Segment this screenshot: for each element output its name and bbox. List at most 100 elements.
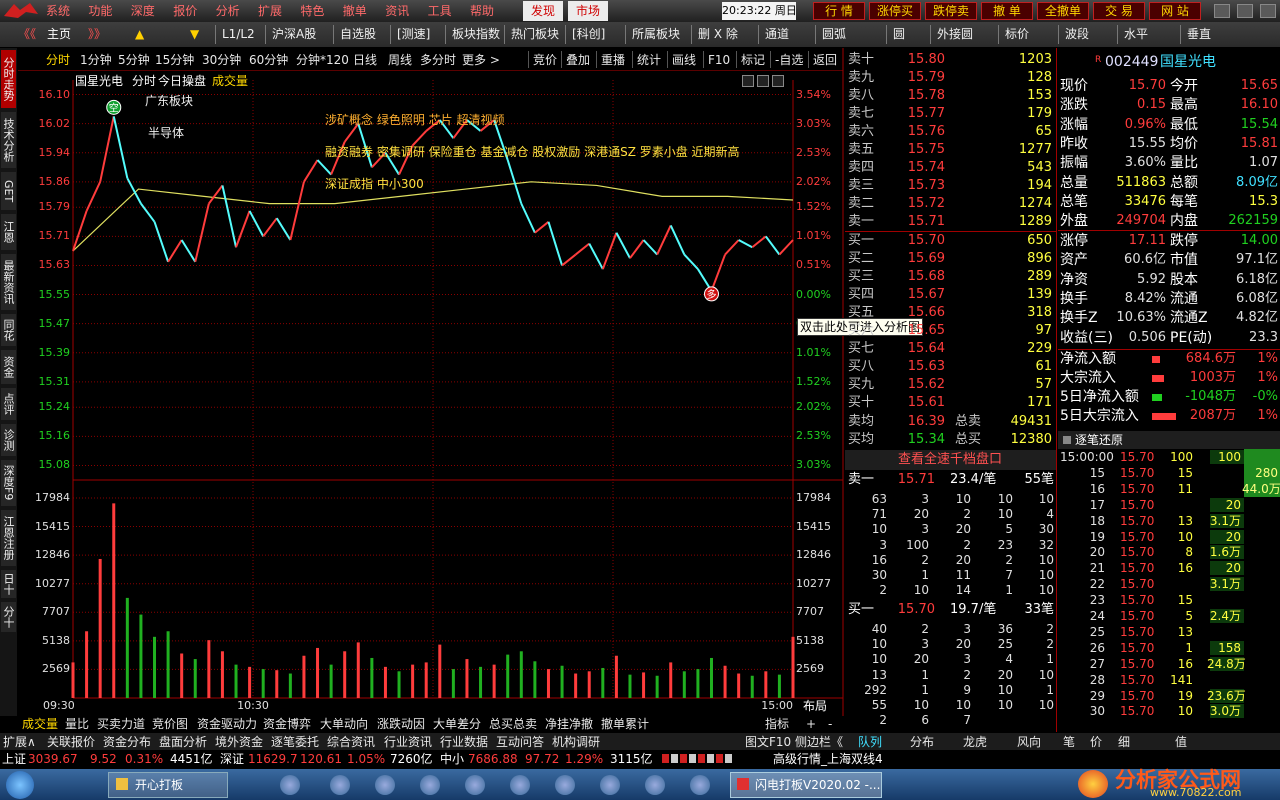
- nav-button[interactable]: ▲: [135, 27, 145, 41]
- panel-tab[interactable]: 价: [1090, 735, 1103, 749]
- toolbar-item[interactable]: 自选股: [340, 27, 377, 41]
- indicator-tool[interactable]: +: [806, 717, 817, 731]
- info-tab[interactable]: 资金分布: [103, 735, 152, 749]
- toolbar-item[interactable]: 垂直: [1187, 27, 1212, 41]
- chart-tool[interactable]: 返回: [813, 53, 838, 67]
- panel-tab[interactable]: 细: [1118, 735, 1131, 749]
- toolbar-item[interactable]: 热门板块: [511, 27, 560, 41]
- indicator-tab[interactable]: 大单动向: [320, 717, 369, 731]
- menu-tab[interactable]: 市场: [575, 4, 600, 18]
- side-tab[interactable]: 日十: [1, 570, 16, 598]
- info-tab[interactable]: 图文F10: [745, 735, 792, 749]
- indicator-tab[interactable]: 资金博弈: [263, 717, 312, 731]
- indicator-tab[interactable]: 大单差分: [433, 717, 482, 731]
- info-tab[interactable]: 关联报价: [47, 735, 96, 749]
- menu-item[interactable]: 帮助: [470, 4, 495, 18]
- toolbar-item[interactable]: 圆: [893, 27, 906, 41]
- toolbar-item[interactable]: [科创]: [572, 27, 606, 41]
- side-tab[interactable]: 江恩: [1, 214, 16, 250]
- trade-button[interactable]: 涨停买: [876, 4, 913, 18]
- toolbar-item[interactable]: 沪深A股: [272, 27, 317, 41]
- indicator-tab[interactable]: 撤单累计: [601, 717, 650, 731]
- period-tab[interactable]: 分时: [46, 53, 71, 67]
- side-tab[interactable]: 最新资讯: [1, 254, 16, 310]
- panel-tab[interactable]: 龙虎: [963, 735, 988, 749]
- panel-tab[interactable]: 笔: [1063, 735, 1076, 749]
- side-tab[interactable]: 江恩注册: [1, 510, 16, 566]
- side-tab[interactable]: 技术分析: [1, 112, 16, 168]
- indicator-tool[interactable]: 指标: [765, 717, 790, 731]
- trade-button[interactable]: 网 站: [1161, 4, 1189, 18]
- trade-button[interactable]: 交 易: [1105, 4, 1133, 18]
- info-tab[interactable]: 行业数据: [440, 735, 489, 749]
- panel-tab[interactable]: 值: [1175, 735, 1188, 749]
- toolbar-item[interactable]: [测速]: [397, 27, 431, 41]
- info-tab[interactable]: 综合资讯: [327, 735, 376, 749]
- toolbar-item[interactable]: 标价: [1005, 27, 1030, 41]
- side-tab[interactable]: 分时走势: [1, 50, 16, 108]
- toolbar-item[interactable]: 波段: [1065, 27, 1090, 41]
- toolbar-item[interactable]: L1/L2: [222, 27, 255, 41]
- trade-button[interactable]: 撤 单: [993, 4, 1021, 18]
- layout-button[interactable]: 布局: [803, 699, 828, 713]
- menu-item[interactable]: 工具: [427, 4, 452, 18]
- indicator-tab[interactable]: 量比: [65, 717, 90, 731]
- chart-tool[interactable]: 竞价: [533, 53, 558, 67]
- indicator-tab[interactable]: 净挂净撤: [545, 717, 594, 731]
- side-tab[interactable]: 深度F9: [1, 460, 16, 506]
- period-tab[interactable]: 更多 >: [462, 53, 500, 67]
- task-label[interactable]: 开心打板: [135, 778, 184, 792]
- period-tab[interactable]: 15分钟: [155, 53, 195, 67]
- toolbar-item[interactable]: 删 X 除: [698, 27, 738, 41]
- menu-item[interactable]: 分析: [215, 4, 240, 18]
- period-tab[interactable]: 5分钟: [118, 53, 150, 67]
- period-tab[interactable]: 周线: [388, 53, 413, 67]
- indicator-tab[interactable]: 资金驱动力: [197, 717, 258, 731]
- info-tab[interactable]: 盘面分析: [159, 735, 208, 749]
- nav-button[interactable]: ▼: [190, 27, 200, 41]
- indicator-tab[interactable]: 涨跌动因: [377, 717, 426, 731]
- chart-tool[interactable]: 标记: [741, 53, 766, 67]
- toolbar-item[interactable]: 圆弧: [822, 27, 847, 41]
- indicator-tab[interactable]: 总买总卖: [489, 717, 538, 731]
- menu-item[interactable]: 资讯: [385, 4, 410, 18]
- period-tab[interactable]: 30分钟: [202, 53, 242, 67]
- nav-button[interactable]: 》》: [88, 27, 107, 41]
- side-tab[interactable]: 分十: [1, 602, 16, 632]
- period-tab[interactable]: 日线: [353, 53, 378, 67]
- info-tab[interactable]: 机构调研: [552, 735, 601, 749]
- task-label[interactable]: 闪电打板V2020.02 -...: [755, 778, 881, 792]
- menu-item[interactable]: 功能: [88, 4, 113, 18]
- side-tab[interactable]: 同花: [1, 314, 16, 346]
- menu-tab[interactable]: 发现: [530, 4, 555, 18]
- chart-tool[interactable]: 画线: [672, 53, 697, 67]
- side-tab[interactable]: 资金: [1, 350, 16, 384]
- period-tab[interactable]: 分钟*120: [296, 53, 349, 67]
- info-tab[interactable]: 扩展∧: [3, 735, 36, 749]
- chart-tool[interactable]: -自选: [775, 53, 804, 67]
- toolbar-item[interactable]: 通道: [765, 27, 790, 41]
- toolbar-item[interactable]: 水平: [1124, 27, 1149, 41]
- toolbar-item[interactable]: 所属板块: [632, 27, 681, 41]
- depth-link[interactable]: 查看全速千档盘口: [897, 452, 1002, 467]
- period-tab[interactable]: 多分时: [420, 53, 457, 67]
- chart-tool[interactable]: F10: [708, 53, 731, 67]
- info-tab[interactable]: 侧边栏《: [795, 735, 844, 749]
- menu-item[interactable]: 深度: [130, 4, 155, 18]
- chart-tool[interactable]: 统计: [637, 53, 662, 67]
- menu-item[interactable]: 系统: [46, 4, 71, 18]
- menu-item[interactable]: 报价: [173, 4, 198, 18]
- menu-item[interactable]: 撤单: [342, 4, 367, 18]
- panel-tab[interactable]: 分布: [910, 735, 935, 749]
- menu-item[interactable]: 扩展: [258, 4, 283, 18]
- toolbar-item[interactable]: 板块指数: [452, 27, 501, 41]
- indicator-tab[interactable]: 成交量: [22, 717, 59, 731]
- info-tab[interactable]: 境外资金: [215, 735, 264, 749]
- indicator-tab[interactable]: 竞价图: [152, 717, 189, 731]
- info-tab[interactable]: 逐笔委托: [271, 735, 320, 749]
- menu-item[interactable]: 特色: [300, 4, 325, 18]
- panel-tab[interactable]: 风向: [1017, 735, 1042, 749]
- chart-tool[interactable]: 叠加: [566, 53, 591, 67]
- period-tab[interactable]: 1分钟: [80, 53, 112, 67]
- trade-button[interactable]: 全撤单: [1044, 4, 1081, 18]
